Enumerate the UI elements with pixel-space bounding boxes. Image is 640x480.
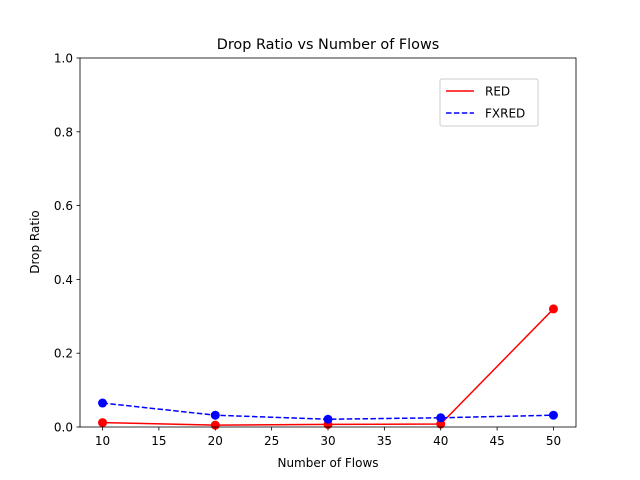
data-point-fxred <box>323 414 333 424</box>
plot-area: 10 15 20 25 30 35 40 45 50 0.0 0.2 0.4 0.6 0.8 1.0 <box>54 52 577 448</box>
x-tick-label: 25 <box>264 434 279 448</box>
legend: RED FXRED <box>439 78 539 127</box>
x-axis-label: Number of Flows <box>277 456 378 470</box>
data-point-fxred <box>548 410 558 420</box>
y-tick-label: 0.8 <box>54 125 73 139</box>
chart-title: Drop Ratio vs Number of Flows <box>217 37 439 53</box>
x-tick-label: 35 <box>377 434 392 448</box>
data-point-red <box>210 420 220 430</box>
data-point-red <box>548 304 558 314</box>
x-tick-label: 15 <box>151 434 166 448</box>
legend-label-red: RED <box>485 85 510 99</box>
x-tick-label: 10 <box>95 434 110 448</box>
data-point-fxred <box>210 410 220 420</box>
y-tick-label: 0.4 <box>54 273 73 287</box>
x-tick-label: 40 <box>433 434 448 448</box>
y-tick-label: 1.0 <box>54 52 73 66</box>
y-tick-label: 0.6 <box>54 199 73 213</box>
y-tick-label: 0.0 <box>54 421 73 435</box>
y-axis-label: Drop Ratio <box>28 210 42 274</box>
x-tick-label: 30 <box>320 434 335 448</box>
legend-label-fxred: FXRED <box>485 107 525 121</box>
x-tick-label: 50 <box>546 434 561 448</box>
data-point-fxred <box>436 413 446 423</box>
x-tick-label: 45 <box>489 434 504 448</box>
data-point-red <box>436 419 446 429</box>
data-point-fxred <box>98 398 108 408</box>
y-tick-label: 0.2 <box>54 347 73 361</box>
data-point-red <box>98 418 108 428</box>
x-tick-label: 20 <box>208 434 223 448</box>
